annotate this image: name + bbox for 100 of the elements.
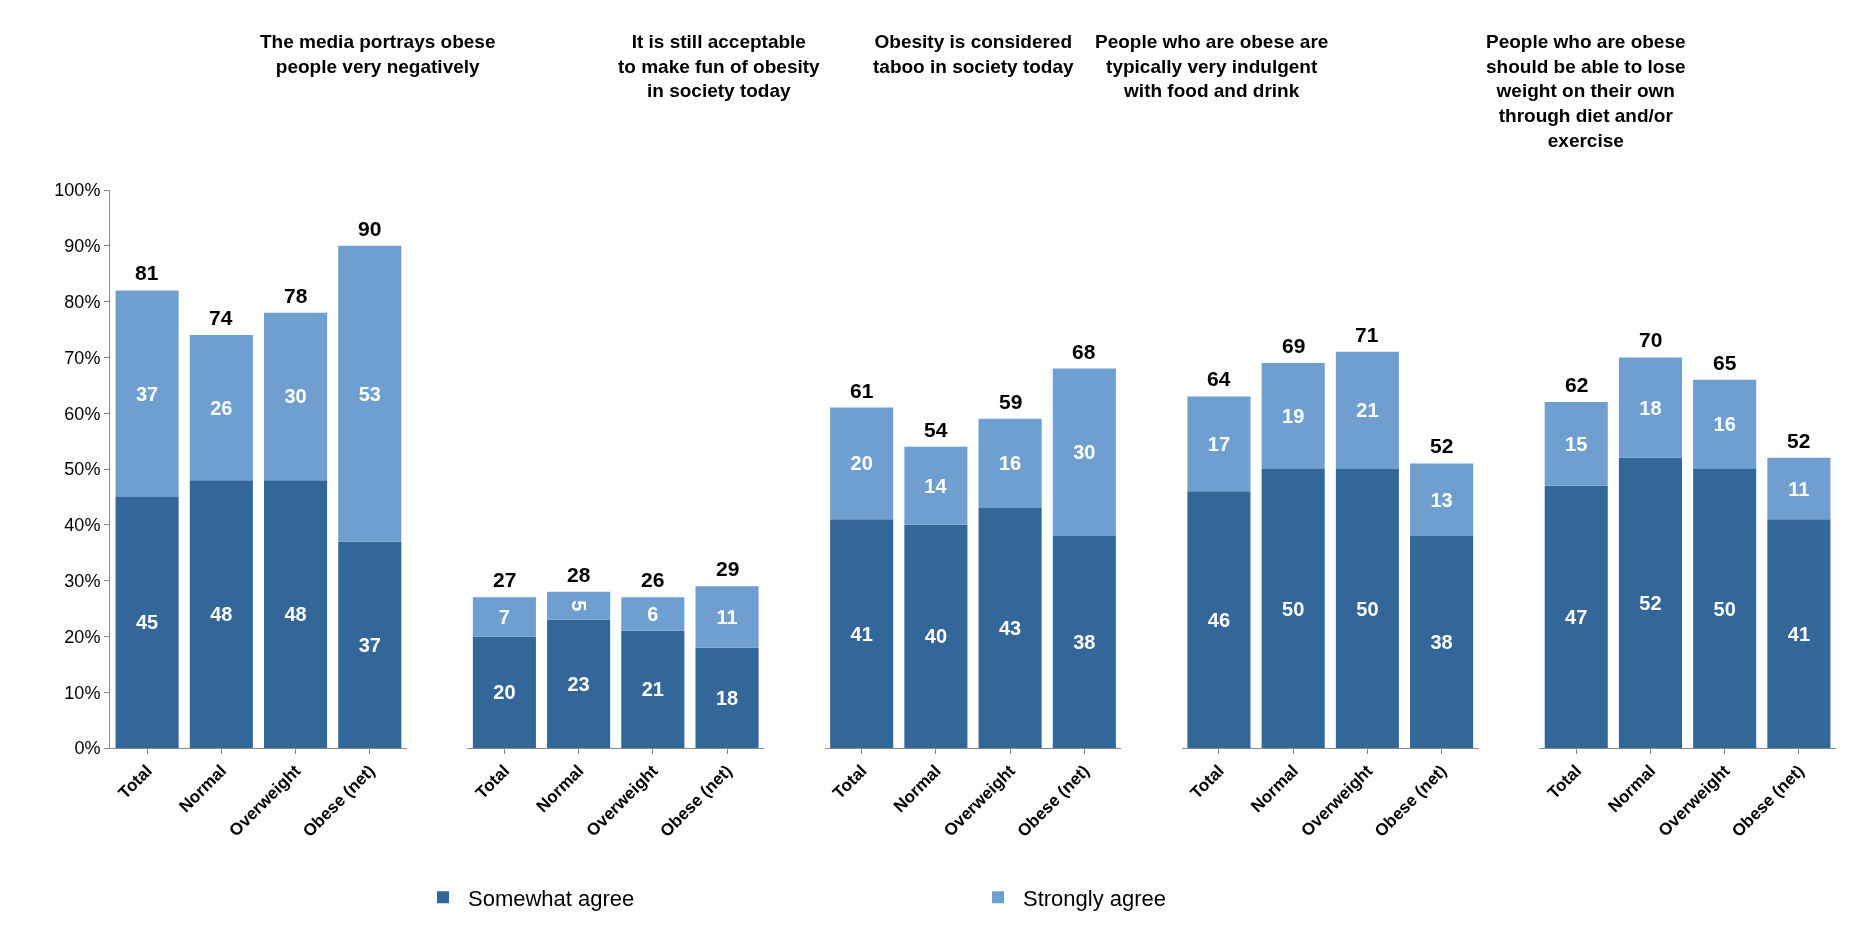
total-label: 81	[135, 261, 159, 284]
total-label: 90	[358, 217, 382, 240]
bar	[1767, 519, 1831, 748]
bar	[1693, 379, 1757, 469]
data-label: 15	[1565, 432, 1588, 455]
bar	[264, 312, 328, 481]
bar	[1335, 351, 1399, 469]
bar	[472, 636, 536, 748]
bar	[695, 647, 759, 748]
data-label: 37	[135, 382, 159, 405]
data-label: 21	[641, 678, 664, 701]
bar	[1335, 469, 1399, 748]
bar	[472, 597, 536, 637]
data-label: 26	[210, 396, 233, 419]
total-label: 61	[850, 379, 874, 402]
data-label: 23	[567, 672, 590, 695]
bar	[1767, 457, 1831, 520]
bar	[1410, 535, 1474, 748]
legend-label: Strongly agree	[1023, 885, 1167, 911]
data-label: 50	[1356, 597, 1379, 620]
data-label: 14	[924, 474, 948, 497]
data-label: 41	[1787, 622, 1811, 645]
total-label: 62	[1565, 373, 1589, 396]
data-label: 50	[1713, 597, 1736, 620]
bar	[1544, 402, 1608, 486]
y-tick-label: 60%	[64, 403, 101, 424]
data-label: 16	[1713, 413, 1736, 436]
bar	[189, 335, 253, 481]
bar	[1618, 357, 1682, 458]
bar	[338, 245, 402, 542]
bar	[904, 446, 968, 525]
total-label: 64	[1207, 367, 1231, 390]
bar	[1261, 469, 1325, 748]
bar	[1261, 362, 1325, 469]
legend-label: Somewhat agree	[468, 885, 635, 911]
chart-title: It is still acceptable to make fun of obesity in society today	[618, 31, 821, 102]
bar	[1618, 457, 1682, 748]
data-label: 30	[284, 385, 307, 408]
total-label: 52	[1787, 429, 1811, 452]
bar	[547, 619, 611, 748]
total-label: 71	[1355, 323, 1379, 346]
bar	[695, 586, 759, 648]
y-tick-label: 100%	[54, 180, 101, 201]
chart-title: People who are obese are typically very indulgent with food and drink	[1095, 31, 1329, 102]
bar	[904, 524, 968, 748]
data-label: 11	[716, 605, 738, 628]
total-label: 69	[1282, 334, 1306, 357]
data-label: 5	[567, 600, 590, 612]
total-label: 59	[999, 390, 1023, 413]
data-label: 11	[1788, 477, 1810, 500]
bar	[189, 480, 253, 748]
data-label: 17	[1207, 432, 1231, 455]
y-tick-label: 0%	[74, 738, 101, 759]
y-tick-label: 20%	[64, 626, 101, 647]
data-label: 19	[1282, 404, 1305, 427]
data-label: 20	[850, 452, 873, 475]
bar	[115, 496, 179, 748]
bar	[1187, 491, 1251, 748]
data-label: 46	[1207, 608, 1231, 631]
total-label: 26	[641, 568, 665, 591]
chart-title: People who are obese should be able to lose weight on their own through diet and/or exercise	[1486, 31, 1686, 151]
bar	[115, 290, 179, 497]
data-label: 6	[647, 603, 659, 626]
data-label: 38	[1073, 630, 1096, 653]
data-label: 43	[998, 617, 1022, 640]
data-label: 52	[1639, 591, 1662, 614]
y-tick-label: 10%	[64, 682, 101, 703]
bar	[338, 541, 402, 748]
data-label: 30	[1073, 441, 1096, 464]
y-tick-label: 30%	[64, 570, 101, 591]
data-label: 7	[498, 605, 510, 628]
y-tick-label: 40%	[64, 515, 101, 536]
data-label: 50	[1282, 597, 1305, 620]
bar	[547, 591, 611, 620]
total-label: 28	[567, 563, 591, 586]
y-tick-label: 90%	[64, 236, 101, 257]
y-tick-label: 70%	[64, 347, 101, 368]
chart-title: The media portrays obese people very negatively	[260, 31, 496, 77]
data-label: 40	[924, 625, 948, 648]
data-label: 41	[850, 622, 873, 645]
bar	[830, 407, 894, 520]
total-label: 70	[1639, 328, 1663, 351]
y-tick-label: 80%	[64, 291, 101, 312]
bar	[621, 597, 685, 631]
bar	[1410, 463, 1474, 536]
data-label: 47	[1565, 605, 1588, 628]
data-label: 18	[1639, 396, 1662, 419]
data-label: 37	[358, 633, 381, 656]
data-label: 20	[493, 681, 516, 704]
data-label: 16	[998, 452, 1022, 475]
total-label: 27	[493, 568, 517, 591]
bar	[264, 480, 328, 748]
total-label: 74	[209, 306, 233, 329]
total-label: 65	[1713, 351, 1737, 374]
bar	[1187, 396, 1251, 492]
bar	[1052, 535, 1116, 748]
data-label: 48	[284, 603, 307, 626]
data-label: 21	[1356, 399, 1379, 422]
bar	[978, 418, 1042, 509]
y-tick-label: 50%	[64, 459, 101, 480]
